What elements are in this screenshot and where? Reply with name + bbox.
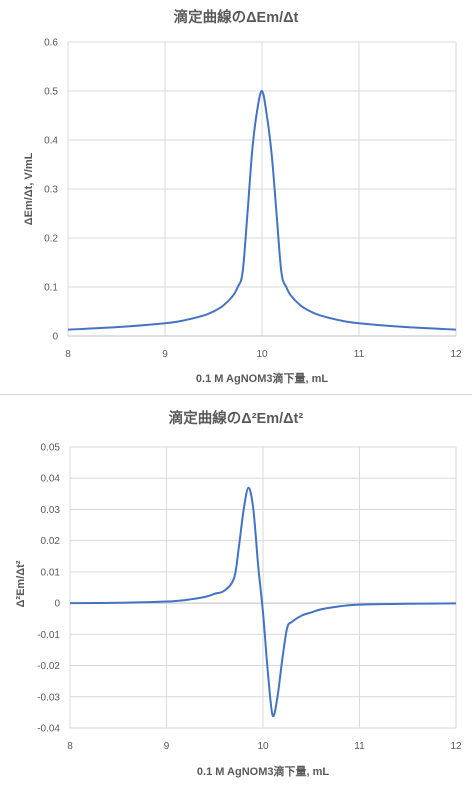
y-tick-label: -0.04 <box>37 724 60 735</box>
y-tick-label: 0.3 <box>44 185 58 196</box>
y-tick-label: 0.4 <box>44 136 58 147</box>
x-axis-title: 0.1 M AgNOM3滴下量, mL <box>197 764 329 778</box>
x-tick-label: 12 <box>450 741 462 752</box>
x-tick-label: 8 <box>67 741 73 752</box>
y-tick-label: 0 <box>52 332 58 343</box>
x-tick-label: 9 <box>162 349 168 360</box>
x-tick-label: 10 <box>256 349 268 360</box>
chart-delta2-em-svg: 滴定曲線のΔ²Em/Δt² 8 9 10 11 12 -0.04 -0.03 -0.02 -0… <box>15 409 462 778</box>
x-tick-label: 9 <box>164 741 170 752</box>
y-tick-label: -0.02 <box>37 661 60 672</box>
x-tick-label: 12 <box>450 349 462 360</box>
y-tick-label: 0.2 <box>44 234 58 245</box>
chart-title: 滴定曲線のΔ²Em/Δt² <box>169 409 304 427</box>
y-tick-label: 0.5 <box>44 87 58 98</box>
y-axis-title: ΔEm/Δt, V/mL <box>23 152 35 225</box>
y-axis-title: Δ²Em/Δt² <box>15 560 27 607</box>
x-axis-title: 0.1 M AgNOM3滴下量, mL <box>196 371 328 385</box>
chart-delta-em: 滴定曲線のΔEm/Δt 8 9 10 11 12 0 0.1 0.2 0.3 0.4 0.5 0.6… <box>0 0 472 395</box>
y-tick-label: 0.1 <box>44 283 58 294</box>
y-tick-label: -0.03 <box>37 692 60 703</box>
chart-delta-em-svg: 滴定曲線のΔEm/Δt 8 9 10 11 12 0 0.1 0.2 0.3 0.4 0.5 0.6… <box>23 8 462 385</box>
y-tick-label: 0.02 <box>41 536 61 547</box>
y-tick-label: 0.03 <box>41 505 61 516</box>
y-tick-label: 0.05 <box>41 443 61 454</box>
y-tick-label: 0.04 <box>41 474 61 485</box>
x-tick-label: 10 <box>257 741 269 752</box>
series-line <box>69 486 457 718</box>
chart-divider <box>0 394 472 395</box>
x-tick-label: 8 <box>65 349 71 360</box>
y-tick-label: -0.01 <box>37 630 60 641</box>
x-tick-label: 11 <box>354 349 365 360</box>
chart-delta2-em: 滴定曲線のΔ²Em/Δt² 8 9 10 11 12 -0.04 -0.03 -0.02 -0… <box>0 396 472 789</box>
y-tick-label: 0 <box>54 599 60 610</box>
x-tick-label: 11 <box>354 741 365 752</box>
y-tick-label: 0.01 <box>41 567 61 578</box>
chart-title: 滴定曲線のΔEm/Δt <box>174 8 299 26</box>
series-line <box>67 89 457 331</box>
y-tick-label: 0.6 <box>44 38 58 49</box>
